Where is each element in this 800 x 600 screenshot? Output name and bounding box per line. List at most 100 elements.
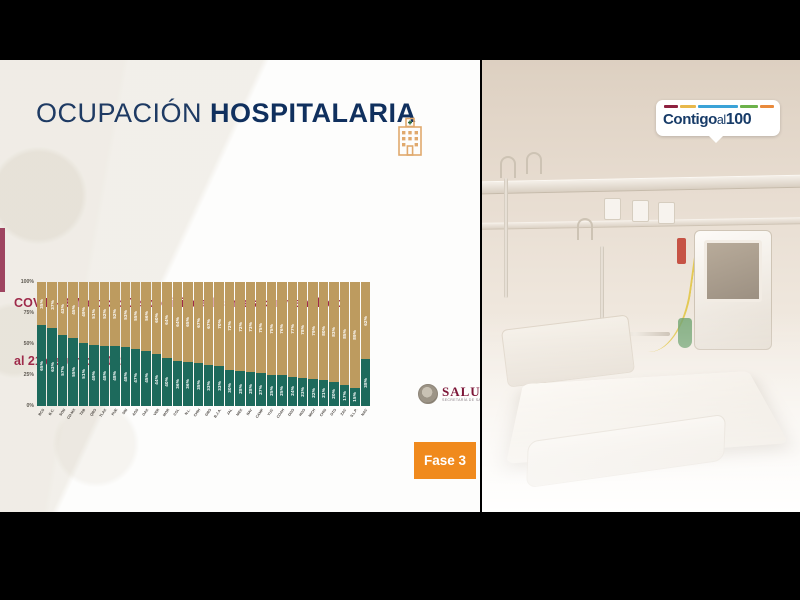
x-axis-label: YUC — [267, 407, 276, 429]
x-axis-label: JAL — [225, 407, 234, 429]
x-axis-label: QRO — [89, 407, 98, 429]
bar-value-occupancy: 65% — [39, 360, 45, 371]
x-axis-label-text: GTO — [329, 408, 338, 417]
bar-segment-occupancy: 47% — [130, 348, 141, 406]
bar-value-availability: 53% — [122, 309, 128, 320]
letterbox-top — [0, 0, 800, 60]
chart-bar: 55% 47% — [130, 282, 141, 406]
x-axis-label: CHIS — [319, 407, 328, 429]
logo-brand-main: Contigo — [663, 111, 717, 128]
x-axis-label: DGO — [288, 407, 297, 429]
bar-value-occupancy: 45% — [143, 373, 149, 384]
bar-value-availability: 67% — [195, 317, 201, 328]
bar-segment-occupancy: 48% — [99, 346, 110, 406]
y-axis-tick: 100% — [20, 279, 34, 285]
chart-bar: 89% 15% — [350, 282, 360, 406]
status-badge: Fase 3 — [414, 442, 476, 479]
x-axis-label-text: MEX — [235, 408, 244, 417]
x-axis-label-text: COAH — [275, 408, 286, 419]
bar-segment-availability: 78% — [297, 282, 308, 378]
chart-bar: 51% 49% — [89, 282, 99, 406]
bar-value-occupancy: 20% — [331, 389, 337, 399]
bar-segment-occupancy: 33% — [214, 366, 224, 406]
bar-value-availability: 49% — [80, 307, 86, 318]
x-axis-label: ZAC — [340, 407, 349, 429]
x-axis-label: B.J.A. — [213, 407, 223, 429]
bar-value-occupancy: 38% — [362, 377, 368, 388]
bar-segment-availability: 55% — [130, 282, 141, 349]
presentation-slide: OCUPACIÓN HOSPITALARIA COVID-19 México: … — [0, 60, 480, 512]
x-axis-label-text: GRO — [204, 408, 212, 418]
bar-value-availability: 73% — [247, 321, 253, 332]
bar-value-occupancy: 23% — [300, 386, 306, 397]
bar-value-availability: 45% — [70, 305, 76, 315]
bar-segment-availability: 49% — [78, 282, 89, 343]
letterbox-bottom — [0, 512, 800, 600]
bar-segment-occupancy: 44% — [151, 353, 162, 406]
x-axis-label-text: SIN — [121, 408, 129, 416]
bar-segment-occupancy: 65% — [37, 325, 47, 406]
chart-bar: 37% 63% — [47, 282, 57, 406]
bar-segment-occupancy: 17% — [339, 385, 350, 406]
bar-segment-availability: 52% — [110, 282, 120, 347]
x-axis-label-text: S.L.P. — [349, 408, 359, 419]
y-axis-tick: 50% — [23, 341, 34, 347]
logo-dash-4 — [740, 105, 758, 108]
bar-segment-occupancy: 55% — [68, 337, 78, 406]
x-axis-label-text: N.L. — [183, 408, 192, 416]
chart-y-axis: 0% 25% 50% 75% 100% — [10, 279, 36, 409]
bar-segment-availability: 60% — [151, 282, 162, 354]
bar-segment-occupancy: 57% — [57, 335, 68, 406]
bar-segment-availability: 35% — [37, 282, 47, 326]
chart-bar: 75% 25% — [266, 282, 277, 406]
x-axis-label: N.L. — [183, 407, 192, 429]
bar-segment-availability: 67% — [204, 282, 214, 366]
bar-value-occupancy: 28% — [247, 383, 253, 394]
bar-value-occupancy: 36% — [174, 378, 180, 389]
bar-value-occupancy: 30% — [227, 382, 233, 393]
bar-value-occupancy: 27% — [258, 384, 264, 395]
bar-value-occupancy: 21% — [321, 388, 327, 398]
bar-segment-occupancy: 38% — [360, 358, 370, 406]
page-title-bold: HOSPITALARIA — [210, 98, 417, 128]
x-axis-label: NAY — [246, 407, 255, 429]
x-axis-label-text: PUE — [110, 408, 119, 417]
logo-brand-num: 100 — [725, 111, 752, 128]
bar-value-availability: 89% — [352, 330, 358, 340]
bar-segment-availability: 65% — [183, 282, 193, 362]
x-axis-label: NAC — [361, 407, 370, 429]
chart-x-axis: BCS B.C. SON CD-MX TAB QRO TLAX PUE SIN AGS OAX VER… — [37, 407, 370, 429]
bar-segment-occupancy: 20% — [329, 381, 339, 406]
salud-logo-text: SALUD SECRETARÍA DE SALUD — [442, 385, 480, 403]
hospital-building-icon — [398, 117, 422, 156]
x-axis-label-text: NAC — [360, 408, 369, 417]
bar-value-occupancy: 33% — [206, 380, 212, 391]
chart-bar: 65% 36% — [183, 282, 193, 406]
bar-value-occupancy: 33% — [216, 381, 222, 392]
x-axis-label-text: BCS — [37, 408, 45, 417]
x-axis-label-text: CAMP — [254, 408, 265, 419]
bar-value-availability: 72% — [227, 320, 233, 331]
bar-segment-availability: 43% — [57, 282, 68, 336]
x-axis-label: VER — [152, 407, 161, 429]
chart-bar: 67% 33% — [204, 282, 214, 406]
bar-segment-availability: 56% — [141, 282, 151, 351]
bar-segment-occupancy: 15% — [350, 388, 360, 406]
x-axis-label: MICH — [308, 407, 317, 429]
chart-bar: 52% 48% — [110, 282, 120, 406]
bar-segment-occupancy: 45% — [141, 350, 151, 406]
bar-value-availability: 70% — [216, 319, 222, 330]
chart-bar: 83% 20% — [329, 282, 339, 406]
bar-value-occupancy: 40% — [164, 377, 170, 388]
x-axis-label: PUE — [110, 407, 119, 429]
bar-segment-occupancy: 49% — [89, 345, 99, 406]
bar-value-occupancy: 47% — [133, 372, 139, 383]
x-axis-label: GTO — [329, 407, 338, 429]
bar-value-occupancy: 48% — [122, 371, 128, 382]
left-accent-bar — [0, 228, 5, 292]
bar-value-occupancy: 55% — [70, 366, 76, 377]
chart-bar: 35% 65% — [37, 282, 47, 406]
logo-dash-2 — [680, 105, 696, 108]
chart-bar: 85% 17% — [339, 282, 350, 406]
